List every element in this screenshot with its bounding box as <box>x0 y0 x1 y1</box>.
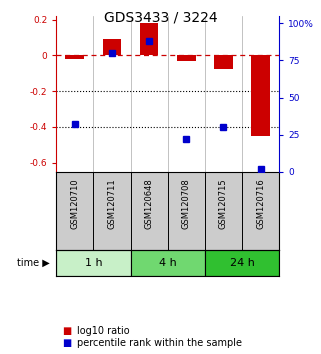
Text: 4 h: 4 h <box>159 258 177 268</box>
Bar <box>103 39 121 55</box>
Text: time ▶: time ▶ <box>17 258 50 268</box>
Bar <box>56 250 131 276</box>
Text: ■: ■ <box>63 338 72 348</box>
Text: GSM120715: GSM120715 <box>219 178 228 229</box>
Bar <box>177 55 195 61</box>
Text: GSM120716: GSM120716 <box>256 178 265 229</box>
Text: percentile rank within the sample: percentile rank within the sample <box>77 338 242 348</box>
Bar <box>205 250 279 276</box>
Text: ■: ■ <box>63 326 72 336</box>
Text: GSM120648: GSM120648 <box>145 178 154 229</box>
Text: 24 h: 24 h <box>230 258 255 268</box>
Text: GSM120710: GSM120710 <box>70 178 79 229</box>
Bar <box>140 23 159 55</box>
Bar <box>65 55 84 59</box>
Text: GSM120711: GSM120711 <box>108 178 117 229</box>
Text: log10 ratio: log10 ratio <box>77 326 130 336</box>
Text: GSM120708: GSM120708 <box>182 178 191 229</box>
Text: GDS3433 / 3224: GDS3433 / 3224 <box>104 11 217 25</box>
Bar <box>214 55 233 69</box>
Text: 1 h: 1 h <box>84 258 102 268</box>
Bar <box>131 250 205 276</box>
Bar <box>251 55 270 136</box>
